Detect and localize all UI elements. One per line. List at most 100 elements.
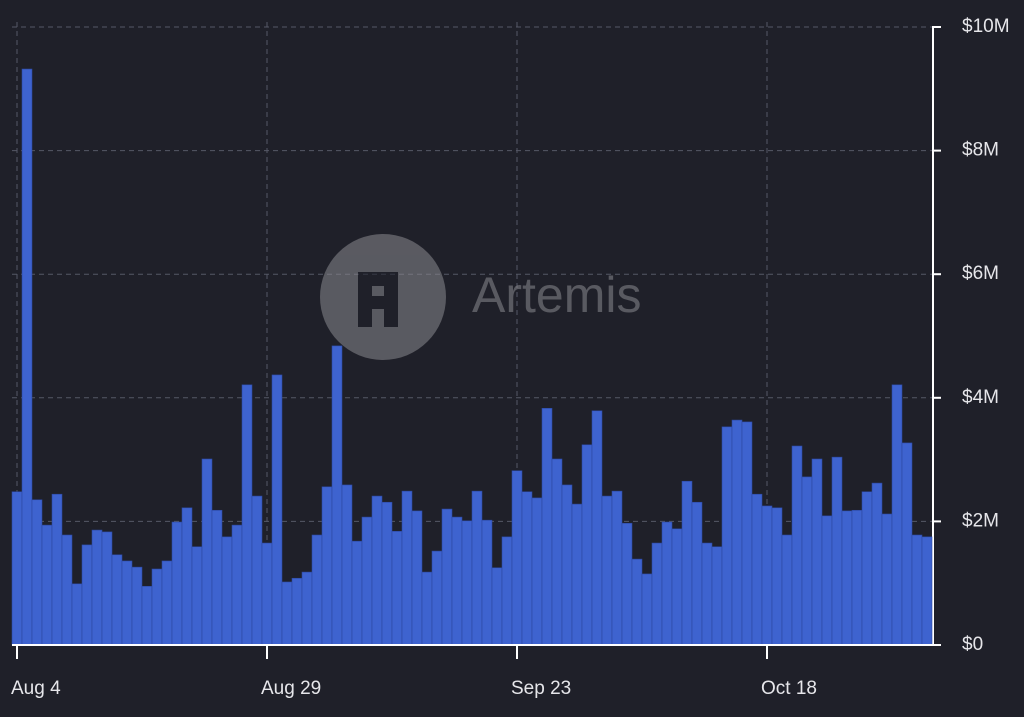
bar	[341, 484, 353, 646]
bar	[511, 470, 523, 646]
bar	[391, 530, 403, 646]
bar	[531, 497, 543, 646]
grid	[12, 22, 932, 646]
bar	[561, 484, 573, 646]
y-tick-label: $6M	[962, 263, 999, 284]
bar	[591, 410, 603, 646]
bar	[381, 501, 393, 646]
x-tick-label: Sep 23	[511, 678, 571, 699]
bar	[81, 544, 93, 646]
bar	[471, 490, 483, 646]
bar	[831, 456, 843, 646]
bar	[801, 476, 813, 646]
bar	[71, 583, 83, 646]
y-tick-label: $4M	[962, 387, 999, 408]
bar	[751, 493, 763, 646]
bar	[311, 534, 323, 646]
bar	[521, 491, 533, 646]
bar	[141, 585, 153, 646]
bar	[201, 458, 213, 646]
bar	[921, 536, 933, 646]
bar	[701, 542, 713, 646]
bar	[621, 522, 633, 646]
bar	[771, 507, 783, 646]
bar	[231, 524, 243, 646]
bar	[401, 490, 413, 646]
bar	[851, 509, 863, 646]
bar	[461, 520, 473, 646]
bar	[811, 458, 823, 646]
bar	[721, 426, 733, 646]
bar	[441, 508, 453, 646]
bar	[741, 421, 753, 646]
bar	[551, 458, 563, 646]
bar	[631, 558, 643, 646]
bar	[11, 491, 23, 646]
bar	[331, 345, 343, 646]
bar	[491, 567, 503, 646]
bar	[261, 542, 273, 646]
bar	[541, 408, 553, 646]
bar	[911, 534, 923, 646]
bar	[321, 486, 333, 646]
y-tick-label: $8M	[962, 140, 999, 161]
bar	[131, 566, 143, 646]
y-tick-label: $2M	[962, 510, 999, 531]
bar	[291, 577, 303, 646]
watermark-logo-mark	[358, 272, 398, 327]
bar	[501, 536, 513, 646]
y-tick-label: $0	[962, 634, 983, 655]
bar	[681, 480, 693, 646]
watermark-text: Artemis	[472, 267, 641, 323]
bar	[51, 493, 63, 646]
bar	[421, 571, 433, 646]
bar	[431, 550, 443, 646]
bar	[301, 571, 313, 646]
x-tick-label: Aug 29	[261, 678, 321, 699]
bar	[281, 581, 293, 646]
bar	[651, 542, 663, 646]
bar	[211, 509, 223, 646]
bar	[821, 515, 833, 646]
bar	[221, 536, 233, 646]
bar	[191, 546, 203, 646]
bar	[861, 491, 873, 646]
bar	[711, 546, 723, 646]
bar	[871, 482, 883, 646]
bar	[601, 495, 613, 646]
bar	[841, 510, 853, 646]
bar	[411, 510, 423, 646]
bar	[101, 531, 113, 646]
bar	[91, 529, 103, 646]
bar	[151, 568, 163, 646]
bar	[181, 507, 193, 646]
x-tick-label: Oct 18	[761, 678, 817, 699]
bar	[111, 554, 123, 646]
bar	[891, 384, 903, 646]
bar	[121, 560, 133, 646]
bar	[881, 513, 893, 646]
bar	[671, 528, 683, 646]
bar	[691, 501, 703, 646]
bar	[481, 519, 493, 646]
bar	[781, 534, 793, 646]
bar	[371, 495, 383, 646]
bar	[731, 419, 743, 646]
bar	[21, 68, 33, 646]
bar	[171, 521, 183, 646]
bar	[271, 374, 283, 646]
bar	[901, 442, 913, 646]
x-tick-label: Aug 4	[11, 678, 61, 699]
bar	[41, 524, 53, 646]
bar	[641, 573, 653, 646]
bar	[351, 540, 363, 646]
bar	[161, 560, 173, 646]
bar	[791, 445, 803, 646]
watermark: Artemis	[320, 234, 641, 360]
y-tick-label: $10M	[962, 16, 1010, 37]
bar	[451, 516, 463, 646]
bar	[571, 503, 583, 646]
bar	[611, 490, 623, 646]
